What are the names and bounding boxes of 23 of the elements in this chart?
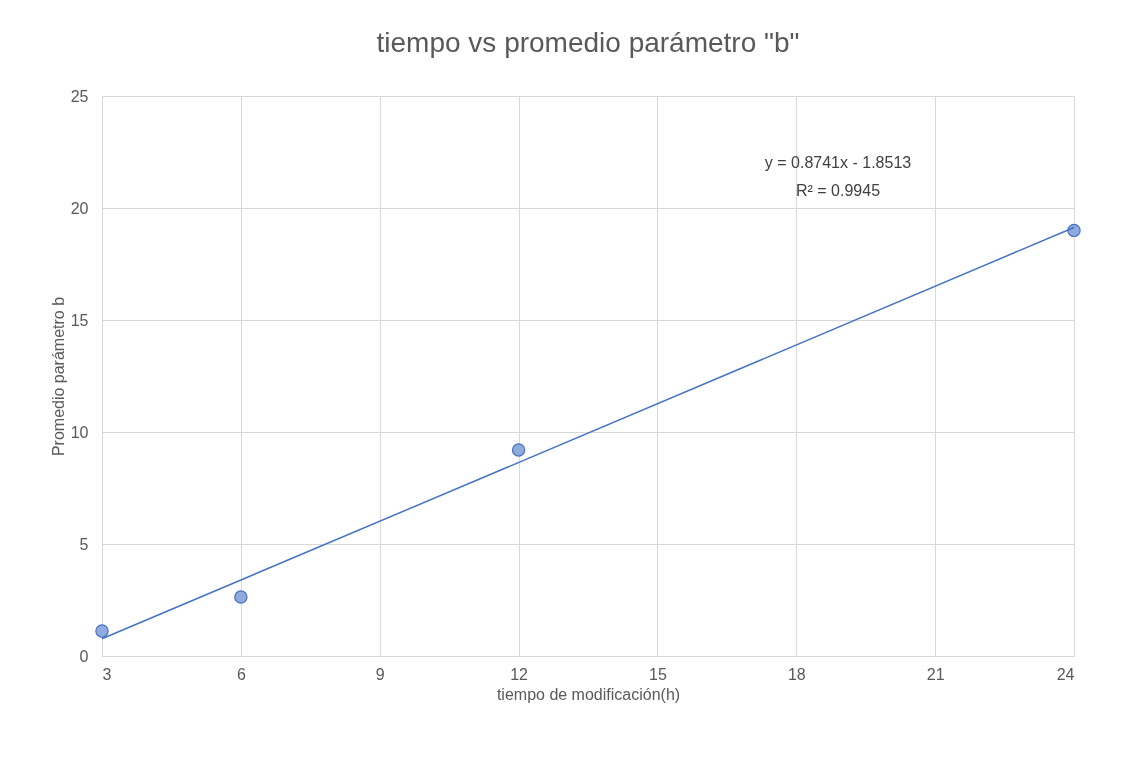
y-tick-label: 15 xyxy=(70,311,89,329)
point xyxy=(511,443,526,457)
y-tick-label: 25 xyxy=(70,87,89,105)
x-tick-label: 9 xyxy=(375,665,385,683)
x-axis-title: tiempo de modificación(h) xyxy=(496,685,681,703)
chart-title: tiempo vs promedio parámetro "b" xyxy=(376,27,800,58)
annotation: y = 0.8741x - 1.8513 xyxy=(764,154,912,171)
x-tick-label: 12 xyxy=(510,665,529,683)
y-tick-label: 10 xyxy=(70,423,89,441)
point xyxy=(95,624,109,638)
y-tick-label: 0 xyxy=(79,647,89,665)
x-tick-label: 18 xyxy=(787,665,806,683)
y-tick-label: 5 xyxy=(79,535,89,553)
y-axis-title: Promedio parámetro b xyxy=(49,296,67,457)
point xyxy=(1067,223,1081,238)
x-tick-label: 15 xyxy=(649,665,667,683)
x-tick-label: 3 xyxy=(102,665,112,683)
y-tick-label: 20 xyxy=(70,199,89,217)
x-tick-label: 21 xyxy=(926,665,945,683)
point xyxy=(234,590,248,604)
x-tick-label: 6 xyxy=(236,665,246,683)
x-tick-label: 24 xyxy=(1056,665,1075,683)
annotation: R² = 0.9945 xyxy=(795,182,881,199)
